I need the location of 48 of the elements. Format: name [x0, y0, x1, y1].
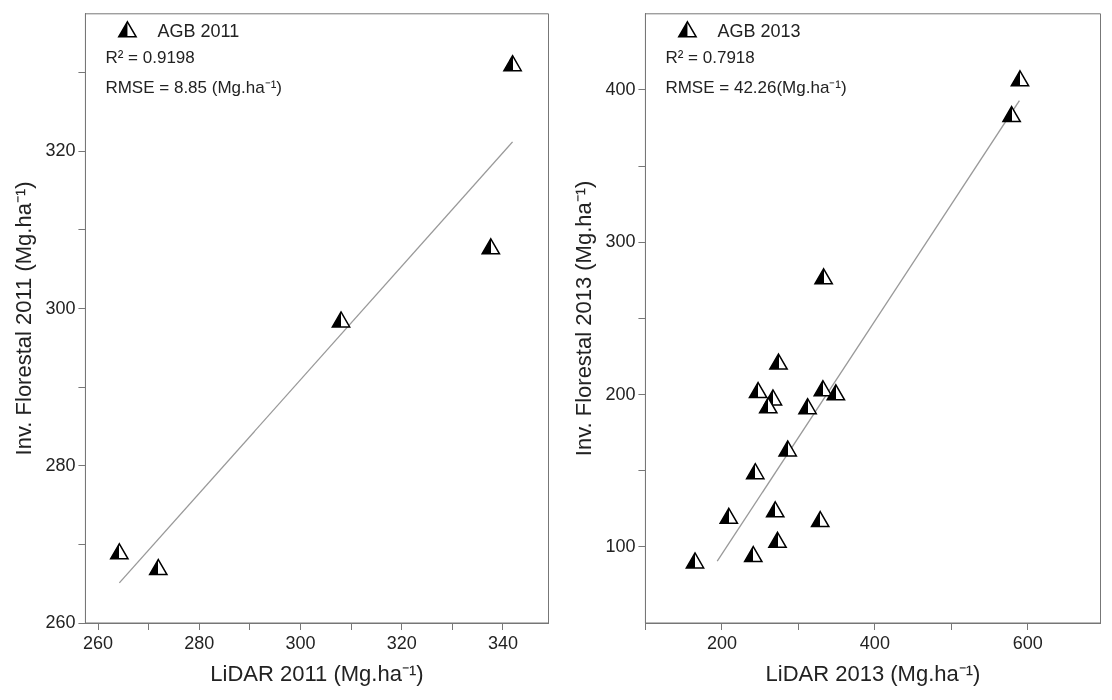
point	[685, 552, 705, 569]
x-tick-label: 260	[83, 632, 114, 653]
y-tick-label: 200	[605, 383, 636, 404]
legend-label: AGB 2013	[717, 20, 801, 41]
x-tick-label: 280	[184, 632, 215, 653]
point	[481, 238, 501, 255]
point	[745, 463, 765, 480]
point	[148, 558, 168, 576]
x-axis-title: LiDAR 2011 (Mg.ha⁻¹)	[210, 660, 424, 686]
point	[1002, 105, 1022, 123]
legend-label: AGB 2011	[157, 20, 240, 41]
y-tick-label: 300	[605, 231, 636, 252]
x-tick-label: 300	[285, 632, 316, 653]
point	[503, 54, 522, 72]
annotation: RMSE = 42.26(Mg.ha⁻¹)	[665, 78, 847, 98]
point	[109, 543, 129, 560]
point	[778, 440, 798, 457]
point	[826, 384, 846, 401]
y-axis-title: Inv. Florestal 2011 (Mg.ha⁻¹)	[11, 181, 37, 456]
y-tick-label: 400	[605, 78, 636, 99]
point	[748, 381, 768, 399]
point	[758, 397, 778, 414]
point	[765, 501, 785, 518]
point	[810, 510, 830, 528]
point	[769, 353, 788, 370]
x-tick-label: 400	[859, 632, 890, 653]
annotation: RMSE = 8.85 (Mg.ha⁻¹)	[105, 78, 282, 98]
x-tick-label: 340	[487, 632, 518, 653]
point	[814, 268, 834, 285]
y-tick-label: 280	[45, 454, 76, 475]
x-tick-label: 200	[706, 632, 737, 653]
y-axis-title: Inv. Florestal 2013 (Mg.ha⁻¹)	[571, 180, 597, 457]
point	[743, 545, 763, 563]
point	[1010, 70, 1030, 87]
x-tick-label: 320	[386, 632, 417, 653]
y-tick-label: 320	[45, 140, 76, 161]
point	[331, 311, 351, 328]
annotation: R² = 0.7918	[665, 48, 755, 68]
y-tick-label: 260	[45, 611, 76, 632]
point	[798, 397, 817, 415]
point	[719, 507, 739, 525]
point	[813, 379, 833, 397]
x-axis-title: LiDAR 2013 (Mg.ha⁻¹)	[765, 660, 981, 686]
point	[768, 531, 787, 549]
y-tick-label: 100	[605, 535, 636, 556]
y-tick-label: 300	[45, 297, 76, 318]
x-tick-label: 600	[1012, 632, 1043, 653]
annotation: R² = 0.9198	[105, 48, 195, 68]
